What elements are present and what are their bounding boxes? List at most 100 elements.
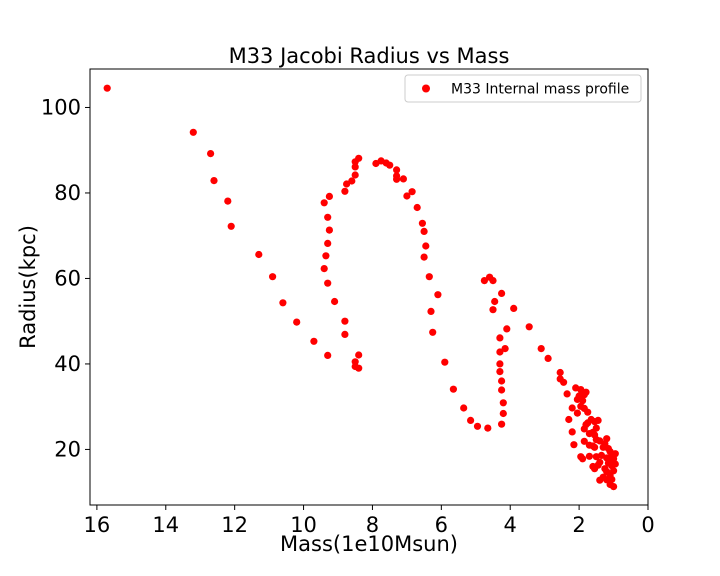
data-point [510,304,518,312]
data-point [341,187,349,195]
data-point [473,422,482,430]
data-point [610,483,618,491]
data-point [343,180,351,188]
data-point [570,441,578,449]
data-point [608,475,616,483]
data-point [293,318,301,326]
data-point [537,345,545,353]
data-point [496,334,504,342]
data-point [484,424,492,432]
data-point [501,345,509,353]
data-point [584,408,592,416]
plot-frame [89,68,649,506]
data-point [585,452,594,460]
data-point [560,378,568,386]
chart-title: M33 Jacobi Radius vs Mass [229,44,510,68]
data-point [582,388,590,396]
data-point [603,435,611,443]
data-point [611,460,619,468]
data-point [489,277,497,285]
legend-box [404,74,642,103]
data-point [525,323,533,331]
y-tick-label: 60 [54,266,81,290]
x-tick-label: 12 [221,513,248,537]
data-point [499,399,507,407]
data-point [341,317,349,325]
data-point [544,354,552,362]
y-tick-label: 80 [54,181,81,205]
data-point [227,222,235,230]
x-tick-label: 0 [641,513,654,537]
data-point [403,192,411,200]
data-point [610,467,618,475]
data-point [351,163,359,171]
data-point [420,227,428,235]
data-point [573,409,582,417]
data-point [565,415,573,424]
data-point [425,273,433,281]
data-point [399,175,407,183]
data-point [422,242,430,250]
points-layer [103,84,619,491]
data-point [103,84,111,92]
data-point [324,351,332,359]
data-point [579,455,587,463]
data-point [480,277,488,285]
data-point [279,299,287,307]
data-point [503,325,511,333]
data-point [434,291,442,299]
data-point [320,199,328,207]
y-axis-label: Radius(kpc) [16,225,40,349]
data-point [580,437,588,445]
legend-entry: M33 Internal mass profile [451,82,629,98]
data-point [427,307,435,315]
data-point [568,428,576,436]
data-point [418,219,426,227]
data-point [348,177,356,185]
data-point [310,337,318,345]
x-tick-label: 8 [366,513,379,537]
y-tick-label: 20 [54,437,81,461]
data-point [568,404,576,412]
data-point [325,192,333,200]
data-point [429,328,437,336]
data-point [591,443,599,451]
x-axis: 16 14 12 10 8 6 4 2 0 [84,505,655,537]
data-point [496,368,504,376]
data-point [408,188,416,196]
y-axis: 20 40 60 80 100 [41,95,90,461]
data-point [592,424,600,432]
data-point [498,377,506,385]
data-point [393,175,401,183]
data-point [331,297,339,306]
data-point [325,226,333,234]
data-point [320,265,328,273]
x-tick-label: 4 [504,513,517,537]
data-point [386,161,394,169]
data-point [210,177,218,185]
data-point [324,213,332,221]
data-point [189,128,197,136]
data-point [611,450,619,458]
x-axis-label: Mass(1e10Msun) [280,532,458,556]
x-tick-label: 6 [435,513,448,537]
data-point [441,358,449,366]
data-point [556,368,564,377]
x-tick-label: 16 [84,513,111,537]
y-tick-label: 40 [54,352,81,376]
data-point [420,253,428,261]
data-point [355,364,363,372]
data-point [467,416,475,424]
data-point [563,390,571,398]
data-point [498,420,506,428]
data-point [255,250,263,259]
data-point [355,351,363,359]
legend-marker [422,84,430,93]
data-point [594,416,602,424]
data-point [449,385,457,393]
x-tick-label: 2 [572,513,585,537]
data-point [322,252,330,260]
data-point [224,197,232,205]
data-point [324,239,332,247]
